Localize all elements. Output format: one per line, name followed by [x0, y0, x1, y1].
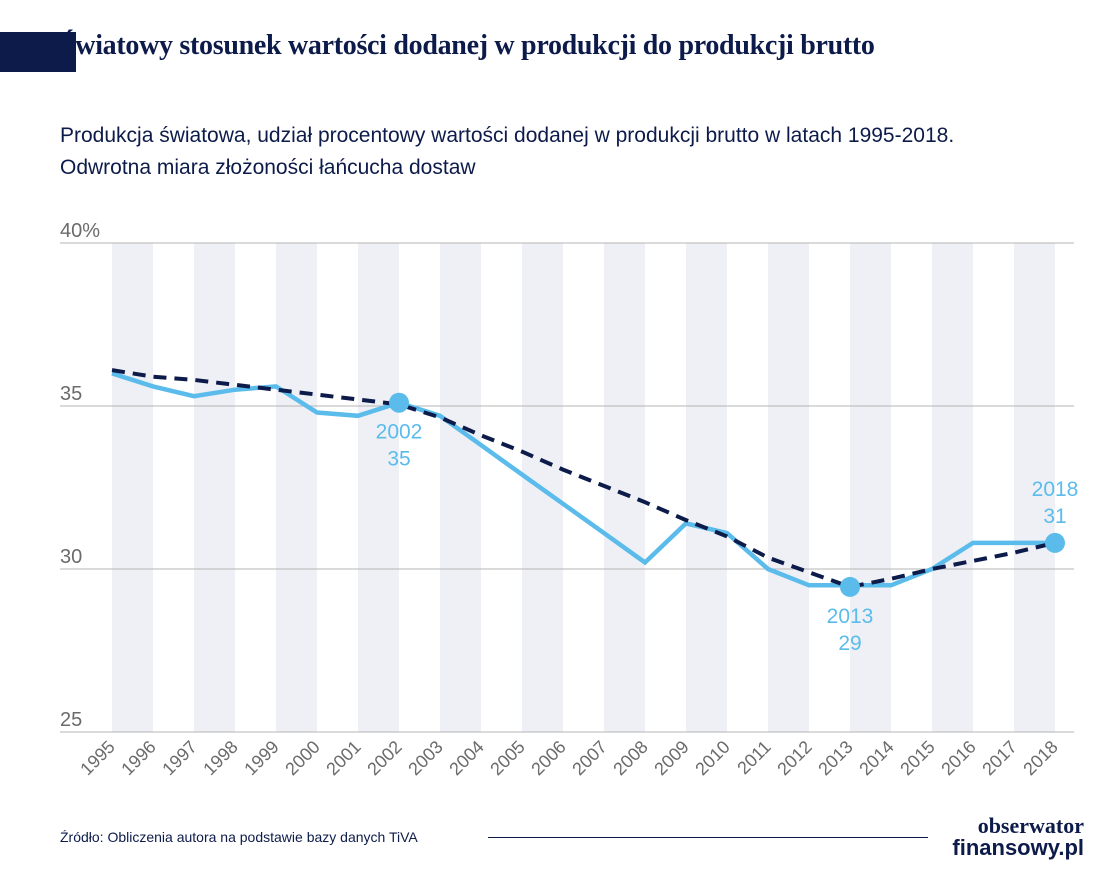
trend-line-dashed	[111, 368, 1056, 589]
x-tick-label: 1996	[117, 737, 159, 779]
x-tick-label: 2004	[445, 737, 487, 779]
x-tick-label: 2014	[855, 737, 897, 779]
point-label-value: 29	[838, 632, 861, 655]
x-tick-label: 2006	[527, 737, 569, 779]
subtitle-line-1: Produkcja światowa, udział procentowy wa…	[60, 124, 955, 147]
x-tick-label: 2003	[404, 737, 446, 779]
x-tick-label: 2016	[937, 737, 979, 779]
logo-line-1: obserwator	[977, 813, 1084, 838]
highlight-point	[389, 392, 409, 413]
x-tick-label: 1998	[199, 737, 241, 779]
x-tick-label: 1995	[76, 737, 118, 779]
x-tick-label: 2013	[814, 737, 856, 779]
point-label-year: 2002	[376, 421, 423, 444]
year-band	[194, 243, 235, 732]
point-label-value: 31	[1043, 505, 1066, 528]
footer-divider	[488, 837, 928, 838]
x-tick-label: 2005	[486, 737, 528, 779]
y-tick-label: 40%	[60, 220, 100, 242]
year-band	[440, 243, 481, 732]
year-band	[1014, 243, 1055, 732]
highlight-point	[840, 576, 860, 597]
point-label-year: 2018	[1032, 478, 1079, 501]
x-tick-label: 2018	[1019, 737, 1061, 779]
year-band	[112, 243, 153, 732]
x-tick-label: 1997	[158, 737, 200, 779]
y-tick-label: 35	[60, 383, 82, 405]
point-label-year: 2013	[827, 605, 874, 628]
x-tick-label: 2010	[691, 737, 733, 779]
x-tick-label: 2007	[568, 737, 610, 779]
publisher-logo[interactable]: obserwator finansowy.pl	[944, 815, 1084, 859]
title-accent-bar	[0, 32, 76, 72]
highlight-point	[1045, 532, 1065, 553]
x-tick-label: 2017	[978, 737, 1020, 779]
y-tick-label: 30	[60, 546, 82, 568]
year-band	[932, 243, 973, 732]
year-band	[850, 243, 891, 732]
chart-title: Światowy stosunek wartości dodanej w pro…	[60, 30, 875, 61]
x-tick-label: 2011	[733, 737, 775, 779]
year-band	[276, 243, 317, 732]
chart-subtitle: Produkcja światowa, udział procentowy wa…	[60, 120, 1080, 184]
year-band	[358, 243, 399, 732]
y-tick-label: 25	[60, 709, 82, 731]
point-label-value: 35	[387, 448, 410, 471]
x-tick-label: 2008	[609, 737, 651, 779]
source-note: Źródło: Obliczenia autora na podstawie b…	[60, 829, 418, 845]
x-tick-label: 2002	[363, 737, 405, 779]
subtitle-line-2: Odwrotna miara złożoności łańcucha dosta…	[60, 156, 476, 179]
x-tick-label: 2001	[322, 737, 364, 779]
x-tick-label: 2015	[896, 737, 938, 779]
x-tick-label: 2012	[773, 737, 815, 779]
year-band	[768, 243, 809, 732]
x-tick-label: 2000	[281, 737, 323, 779]
logo-line-2: finansowy.pl	[952, 835, 1084, 860]
x-tick-label: 2009	[650, 737, 692, 779]
year-band	[686, 243, 727, 732]
x-tick-label: 1999	[240, 737, 282, 779]
